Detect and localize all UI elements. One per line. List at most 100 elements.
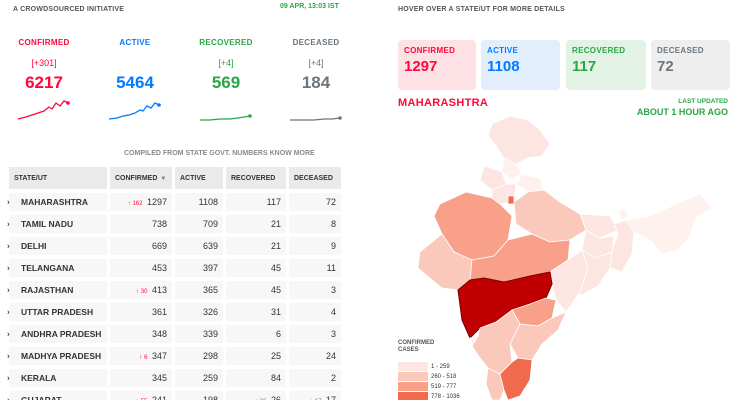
deceased-delta: [+4] (308, 58, 324, 68)
chevron-right-icon[interactable]: › (7, 219, 10, 229)
up-arrow-icon: ↑ (139, 355, 143, 361)
chevron-right-icon[interactable]: › (7, 285, 10, 295)
last-updated-label: LAST UPDATED (678, 98, 728, 105)
confirmed-delta: [+301] (31, 58, 57, 68)
map-hover-hint: HOVER OVER A STATE/UT FOR MORE DETAILS (398, 6, 565, 13)
deceased-cell: 3 (289, 325, 341, 343)
state-cell[interactable]: › DELHI (7, 237, 107, 255)
state-confirmed-label: CONFIRMED (404, 46, 456, 55)
legend-range-2: 260 - 518 (398, 372, 468, 381)
confirmed-cell: ↑ 6 347 (110, 347, 172, 365)
active-cell: 339 (175, 325, 223, 343)
chevron-right-icon[interactable]: › (7, 263, 10, 273)
state-confirmed-panel: CONFIRMED 1297 (398, 40, 476, 90)
col-active-header[interactable]: ACTIVE (175, 167, 223, 189)
table-row[interactable]: › ANDHRA PRADESH 348 339 6 3 (7, 325, 341, 343)
map-state-uttar-pradesh[interactable] (513, 189, 587, 243)
summary-confirmed: CONFIRMED [+301] 6217 (4, 38, 84, 123)
chevron-right-icon[interactable]: › (7, 373, 10, 383)
chevron-right-icon[interactable]: › (7, 329, 10, 339)
state-deceased-label: DECEASED (657, 46, 704, 55)
deceased-count: 184 (301, 73, 331, 92)
deceased-cell: 72 (289, 193, 341, 211)
state-cell[interactable]: › TAMIL NADU (7, 215, 107, 233)
recovered-cell: 25 (226, 347, 286, 365)
legend-range-4: 778 - 1036 (398, 392, 468, 400)
map-state-west-bengal[interactable] (609, 219, 635, 273)
map-state-andhra-pradesh[interactable] (509, 311, 567, 361)
summary-active: ACTIVE 5464 (95, 38, 175, 123)
col-confirmed-header[interactable]: CONFIRMED ▼ (110, 167, 172, 189)
map-state-karnataka[interactable] (471, 309, 521, 375)
active-cell: 397 (175, 259, 223, 277)
legend-title: CONFIRMED CASES (398, 340, 435, 353)
table-body: › MAHARASHTRA ↑ 162 1297 1108 117 72 › TAMIL NAD… (7, 193, 341, 400)
active-cell: 639 (175, 237, 223, 255)
state-cell[interactable]: › ANDHRA PRADESH (7, 325, 107, 343)
deceased-cell: 3 (289, 281, 341, 299)
summary-deceased: DECEASED [+4] 184 (276, 38, 356, 123)
col-state-header[interactable]: STATE/UT (9, 167, 107, 189)
state-cell[interactable]: › GUJARAT (7, 391, 107, 400)
confirmed-cell: ↑ 30 413 (110, 281, 172, 299)
confirmed-cell: 348 (110, 325, 172, 343)
state-cell[interactable]: › RAJASTHAN (7, 281, 107, 299)
active-delta (95, 58, 175, 69)
chevron-right-icon[interactable]: › (7, 351, 10, 361)
active-label: ACTIVE (119, 38, 151, 47)
recovered-cell: 21 (226, 237, 286, 255)
deceased-cell: 11 (289, 259, 341, 277)
deceased-cell: 8 (289, 215, 341, 233)
recovered-sparkline (200, 114, 252, 121)
table-row[interactable]: › RAJASTHAN ↑ 30 413 365 45 3 (7, 281, 341, 299)
confirmed-cell: ↑55 241 (110, 391, 172, 400)
map-state-northeast[interactable] (625, 193, 713, 255)
confirmed-cell: 361 (110, 303, 172, 321)
active-cell: 259 (175, 369, 223, 387)
map-state-tamil-nadu[interactable] (499, 357, 533, 400)
table-row[interactable]: › KERALA 345 259 84 2 (7, 369, 341, 387)
active-count: 5464 (116, 73, 154, 92)
chevron-right-icon[interactable]: › (7, 197, 10, 207)
table-row[interactable]: › MAHARASHTRA ↑ 162 1297 1108 117 72 (7, 193, 341, 211)
state-cell[interactable]: › TELANGANA (7, 259, 107, 277)
map-state-sikkim[interactable] (617, 207, 629, 221)
map-state-jammu-kashmir[interactable] (487, 115, 551, 165)
know-more-link[interactable]: KNOW MORE (269, 150, 315, 157)
state-recovered-label: RECOVERED (572, 46, 626, 55)
state-cell[interactable]: › MADHYA PRADESH (7, 347, 107, 365)
active-sparkline (108, 102, 161, 120)
confirmed-count: 6217 (25, 73, 63, 92)
chevron-right-icon[interactable]: › (7, 307, 10, 317)
active-cell: 1108 (175, 193, 223, 211)
table-row[interactable]: › UTTAR PRADESH 361 326 31 4 (7, 303, 341, 321)
confirmed-cell: 669 (110, 237, 172, 255)
deceased-cell: 4 (289, 303, 341, 321)
table-row[interactable]: › TELANGANA 453 397 45 11 (7, 259, 341, 277)
map-state-odisha[interactable] (579, 249, 613, 297)
state-active-label: ACTIVE (487, 46, 519, 55)
deceased-sparkline (290, 116, 342, 121)
chevron-right-icon[interactable]: › (7, 395, 10, 400)
col-recovered-header[interactable]: RECOVERED (226, 167, 286, 189)
chevron-right-icon[interactable]: › (7, 241, 10, 251)
map-state-delhi[interactable] (507, 195, 515, 205)
map-state-himachal-pradesh[interactable] (501, 157, 523, 181)
state-cell[interactable]: › UTTAR PRADESH (7, 303, 107, 321)
state-cell[interactable]: › KERALA (7, 369, 107, 387)
state-cell[interactable]: › MAHARASHTRA (7, 193, 107, 211)
table-row[interactable]: › MADHYA PRADESH ↑ 6 347 298 25 24 (7, 347, 341, 365)
legend-swatch (398, 372, 428, 381)
confirmed-cell: 345 (110, 369, 172, 387)
recovered-cell: 45 (226, 259, 286, 277)
col-deceased-header[interactable]: DECEASED (289, 167, 341, 189)
table-row[interactable]: › DELHI 669 639 21 9 (7, 237, 341, 255)
map-state-uttarakhand[interactable] (515, 173, 545, 193)
recovered-cell: 31 (226, 303, 286, 321)
compiled-note: COMPILED FROM STATE GOVT. NUMBERS KNOW M… (124, 150, 315, 157)
active-cell: 298 (175, 347, 223, 365)
legend-swatch (398, 392, 428, 400)
table-row[interactable]: › TAMIL NADU 738 709 21 8 (7, 215, 341, 233)
india-choropleth-map[interactable] (400, 112, 720, 400)
